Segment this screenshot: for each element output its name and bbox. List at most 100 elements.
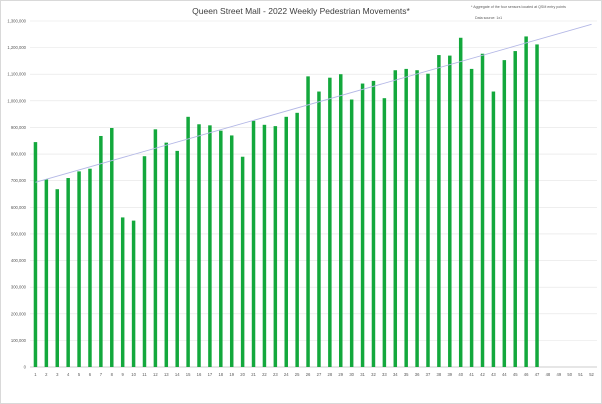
bar	[382, 98, 387, 367]
x-tick-label: 2	[45, 372, 48, 377]
bar	[208, 125, 212, 367]
bar	[306, 76, 310, 368]
x-tick-label: 20	[240, 372, 245, 377]
trendline	[35, 23, 592, 183]
x-tick-label: 45	[513, 372, 518, 377]
bar	[295, 112, 299, 367]
x-tick-label: 10	[131, 372, 136, 377]
bar	[273, 126, 278, 367]
x-tick-label: 49	[557, 372, 562, 377]
bar	[524, 36, 528, 368]
x-tick-label: 35	[404, 372, 409, 377]
bar	[175, 150, 179, 367]
x-tick-label: 27	[317, 372, 322, 377]
y-tick-label: 0	[24, 365, 27, 370]
bar	[142, 156, 147, 367]
bar	[120, 217, 125, 367]
x-tick-label: 23	[273, 372, 278, 377]
y-tick-label: 1,300,000	[7, 19, 26, 24]
x-tick-label: 25	[295, 372, 300, 377]
x-tick-label: 32	[371, 372, 376, 377]
y-tick-label: 600,000	[11, 205, 27, 210]
bar	[480, 53, 485, 367]
x-tick-label: 21	[251, 372, 256, 377]
bar	[110, 127, 114, 368]
bar	[186, 116, 190, 367]
x-tick-label: 52	[589, 372, 594, 377]
x-tick-label: 8	[111, 372, 114, 377]
bar	[469, 68, 474, 368]
y-tick-label: 500,000	[11, 231, 27, 236]
bar	[317, 91, 321, 368]
bar	[513, 51, 517, 368]
bar	[229, 135, 234, 367]
y-tick-label: 1,000,000	[7, 98, 26, 103]
chart-footnote: * Aggregate of the four sensors located …	[471, 5, 566, 9]
x-tick-label: 14	[175, 372, 180, 377]
x-tick-label: 33	[382, 372, 387, 377]
x-tick-label: 48	[546, 372, 551, 377]
bar	[197, 124, 201, 367]
y-tick-label: 300,000	[11, 285, 27, 290]
bar	[426, 73, 430, 368]
x-tick-label: 12	[153, 372, 158, 377]
x-tick-label: 42	[480, 372, 485, 377]
y-tick-label: 200,000	[11, 311, 27, 316]
bar	[99, 135, 103, 367]
x-tick-label: 11	[142, 372, 147, 377]
bar	[339, 74, 343, 367]
x-tick-label: 44	[502, 372, 507, 377]
y-tick-label: 100,000	[11, 338, 27, 343]
x-tick-label: 7	[100, 372, 103, 377]
x-tick-label: 36	[415, 372, 420, 377]
bar	[349, 99, 354, 367]
x-tick-label: 46	[524, 372, 529, 377]
bar	[262, 124, 267, 367]
x-tick-label: 22	[262, 372, 267, 377]
x-tick-label: 40	[458, 372, 463, 377]
data-source-note: Data source: 1x1	[475, 16, 503, 20]
bar	[131, 220, 136, 367]
x-tick-label: 34	[393, 372, 398, 377]
x-tick-label: 43	[491, 372, 496, 377]
bar	[448, 55, 452, 367]
bar	[502, 60, 507, 368]
x-tick-label: 39	[447, 372, 452, 377]
y-tick-label: 900,000	[11, 125, 27, 130]
x-tick-label: 1	[34, 372, 37, 377]
bar	[415, 70, 419, 367]
x-tick-label: 31	[360, 372, 365, 377]
bar	[55, 189, 60, 367]
x-tick-label: 47	[535, 372, 540, 377]
x-tick-label: 51	[578, 372, 583, 377]
y-tick-label: 1,200,000	[7, 45, 26, 50]
x-tick-label: 26	[306, 372, 311, 377]
y-tick-label: 800,000	[11, 152, 27, 157]
x-tick-label: 17	[208, 372, 213, 377]
bar	[33, 142, 38, 367]
x-tick-label: 13	[164, 372, 169, 377]
bar	[328, 77, 332, 368]
bar	[393, 70, 398, 367]
x-tick-label: 50	[567, 372, 572, 377]
bar	[284, 116, 288, 367]
x-tick-label: 18	[218, 372, 223, 377]
chart-title: Queen Street Mall - 2022 Weekly Pedestri…	[192, 6, 410, 16]
x-tick-label: 24	[284, 372, 289, 377]
x-tick-label: 28	[328, 372, 333, 377]
x-tick-label: 37	[426, 372, 431, 377]
x-tick-label: 15	[186, 372, 191, 377]
x-tick-label: 9	[122, 372, 125, 377]
y-tick-label: 700,000	[11, 178, 27, 183]
bar	[164, 142, 169, 367]
bar	[219, 130, 223, 367]
x-tick-label: 38	[437, 372, 442, 377]
bar	[77, 171, 81, 367]
bar	[371, 80, 376, 367]
x-tick-label: 3	[56, 372, 59, 377]
x-tick-label: 19	[229, 372, 234, 377]
x-tick-label: 41	[469, 372, 474, 377]
bar	[404, 68, 408, 368]
x-tick-label: 16	[197, 372, 202, 377]
